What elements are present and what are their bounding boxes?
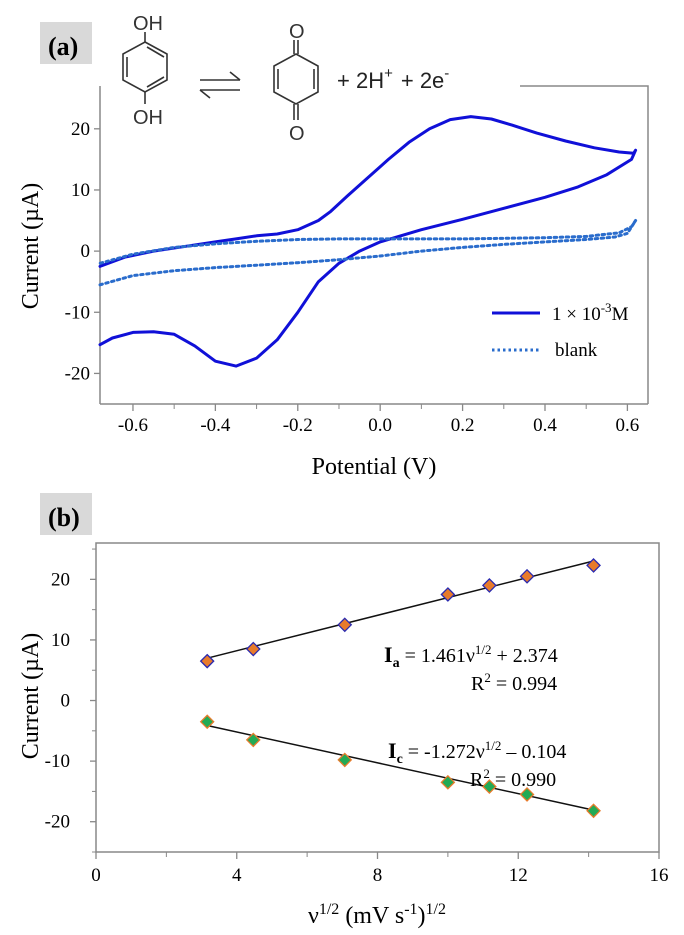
point-ic (199, 714, 215, 730)
y-tick-label: -10 (65, 302, 90, 323)
x-tick-label: 0.6 (616, 415, 640, 436)
fit-line-ic (207, 724, 594, 811)
quinone-o-bottom: O (289, 123, 305, 145)
x-tick-label: 0.2 (451, 415, 475, 436)
y-tick-label: -10 (45, 751, 70, 772)
y-tick-label: -20 (65, 363, 90, 384)
quinone-ring (273, 53, 319, 105)
legend-dotted-label: blank (555, 340, 598, 361)
x-tick-label: 8 (373, 865, 383, 886)
x-tick-label: 0.4 (533, 415, 557, 436)
panel-a-x-label: Potential (V) (312, 454, 437, 480)
point-ia (519, 568, 535, 584)
panel-a-frame (520, 85, 649, 404)
y-tick-label: 20 (51, 569, 70, 590)
hydroquinone-double-bond (146, 76, 165, 88)
panel-a-curves (98, 115, 638, 368)
equilibrium-arrow-head (229, 71, 241, 81)
hydroquinone-double-bond (146, 46, 165, 58)
x-tick-label: -0.2 (283, 415, 313, 436)
ic-equation: Ic = -1.272ν1/2 – 0.104 (388, 738, 566, 767)
y-tick-label: 20 (71, 119, 90, 140)
panel-b-tag-bg (40, 493, 92, 535)
panel-a-y-label: Current (µA) (18, 183, 44, 309)
x-tick-label: -0.6 (118, 415, 148, 436)
x-tick-label: 0 (91, 865, 101, 886)
y-tick-label: 0 (81, 241, 91, 262)
reaction-scheme (122, 32, 319, 120)
point-ia (337, 617, 353, 633)
point-ic (337, 752, 353, 768)
fit-line-ia (207, 560, 594, 659)
point-ia (481, 577, 497, 593)
x-tick-label: 4 (232, 865, 242, 886)
x-tick-label: -0.4 (200, 415, 231, 436)
point-ic (245, 732, 261, 748)
panel-b-ticks: 0 4 8 12 16 20 10 0 -10 -20 (45, 548, 669, 886)
panel-a: (a) OH OH O O + 2H+ + 2e- (18, 13, 649, 480)
panel-b-tag: (b) (48, 503, 80, 532)
panel-b: (b) 0 4 8 12 16 20 10 0 -10 -20 Ia = 1.461ν1/2 + … (18, 493, 669, 929)
ic-r-squared: R2 = 0.990 (470, 766, 556, 791)
point-ia (245, 641, 261, 657)
point-ic (440, 774, 456, 790)
point-ic (586, 803, 601, 819)
panel-a-tag-bg (40, 22, 92, 64)
point-ia (586, 557, 601, 573)
panel-a-tag: (a) (48, 32, 78, 61)
point-ic (481, 779, 497, 794)
ia-equation: Ia = 1.461ν1/2 + 2.374 (384, 642, 558, 671)
y-tick-label: 0 (61, 691, 71, 712)
y-tick-label: 10 (51, 630, 70, 651)
panel-b-x-label: ν1/2 (mV s-1)1/2 (308, 901, 446, 929)
x-tick-label: 12 (509, 865, 528, 886)
hydroquinone-oh-top: OH (133, 13, 163, 35)
y-tick-label: -20 (45, 812, 70, 833)
panel-a-ticks: -0.6 -0.4 -0.2 0.0 0.2 0.4 0.6 20 10 0 -10 -20 (65, 119, 640, 436)
series-hydroquinone-curve (98, 115, 638, 368)
x-tick-label: 16 (650, 865, 669, 886)
panel-a-legend: 1 × 10-3M blank (492, 300, 629, 361)
x-tick-label: 0.0 (368, 415, 392, 436)
hydroquinone-ring (122, 41, 168, 93)
hydroquinone-oh-bottom: OH (133, 107, 163, 129)
equilibrium-arrow-head (199, 89, 211, 99)
quinone-o-top: O (289, 21, 305, 43)
point-ia (440, 587, 456, 602)
point-ic (519, 787, 535, 802)
ia-r-squared: R2 = 0.994 (471, 670, 557, 695)
y-tick-label: 10 (71, 180, 90, 201)
legend-solid-label: 1 × 10-3M (552, 300, 629, 325)
series-blank-curve (98, 219, 638, 287)
panel-b-points (199, 557, 601, 819)
panel-b-y-label: Current (µA) (18, 633, 44, 759)
point-ia (199, 653, 215, 669)
reaction-products: + 2H+ + 2e- (337, 65, 449, 93)
